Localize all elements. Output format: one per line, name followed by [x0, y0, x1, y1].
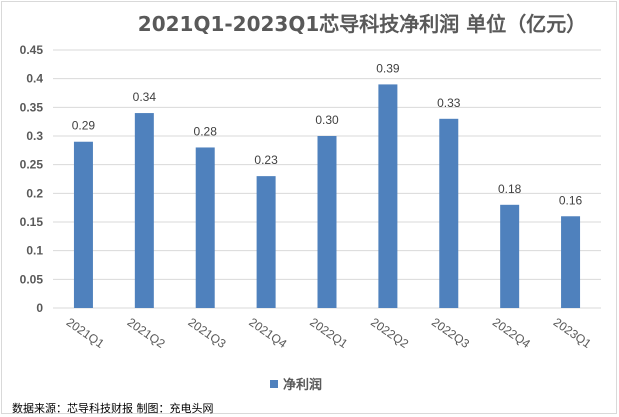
source-note: 数据来源：芯导科技财报 制图：充电头网 — [12, 402, 214, 415]
bar — [378, 84, 398, 309]
y-tick-label: 0.15 — [20, 215, 44, 229]
bar — [500, 204, 520, 308]
y-tick-label: 0 — [36, 301, 43, 315]
data-label: 0.39 — [376, 61, 400, 75]
y-tick-label: 0.2 — [26, 186, 43, 200]
x-tick-label: 2023Q1 — [551, 315, 594, 351]
x-tick-label: 2021Q4 — [246, 315, 289, 351]
y-tick-label: 0.1 — [26, 244, 43, 258]
data-label: 0.16 — [559, 193, 583, 207]
bar — [134, 113, 154, 308]
bar — [317, 136, 337, 308]
bar — [439, 118, 459, 308]
bar — [561, 216, 581, 308]
y-tick-label: 0.05 — [20, 272, 44, 286]
bar — [256, 176, 276, 308]
bar — [73, 141, 93, 308]
data-label: 0.34 — [133, 90, 157, 104]
legend-label: 净利润 — [283, 378, 323, 393]
data-label: 0.33 — [437, 96, 461, 110]
y-tick-label: 0.35 — [20, 100, 44, 114]
bar — [195, 147, 215, 308]
y-tick-label: 0.4 — [26, 72, 43, 86]
y-tick-label: 0.25 — [20, 158, 44, 172]
data-label: 0.30 — [315, 113, 339, 127]
y-tick-label: 0.3 — [26, 129, 43, 143]
legend-swatch — [270, 379, 278, 388]
x-tick-label: 2022Q3 — [429, 315, 472, 351]
chart-title: 2021Q1-2023Q1芯导科技净利润 单位（亿元） — [137, 12, 587, 36]
x-tick-label: 2022Q1 — [307, 315, 350, 351]
y-tick-label: 0.45 — [20, 43, 44, 57]
x-tick-label: 2022Q4 — [490, 315, 533, 351]
x-tick-label: 2021Q3 — [186, 315, 229, 351]
data-label: 0.28 — [194, 124, 218, 138]
data-label: 0.23 — [254, 153, 278, 167]
data-label: 0.18 — [498, 182, 522, 196]
x-tick-label: 2022Q2 — [368, 315, 411, 351]
data-label: 0.29 — [72, 119, 96, 133]
x-tick-label: 2021Q1 — [64, 315, 107, 351]
x-tick-label: 2021Q2 — [125, 315, 168, 351]
legend: 净利润 — [270, 374, 322, 393]
